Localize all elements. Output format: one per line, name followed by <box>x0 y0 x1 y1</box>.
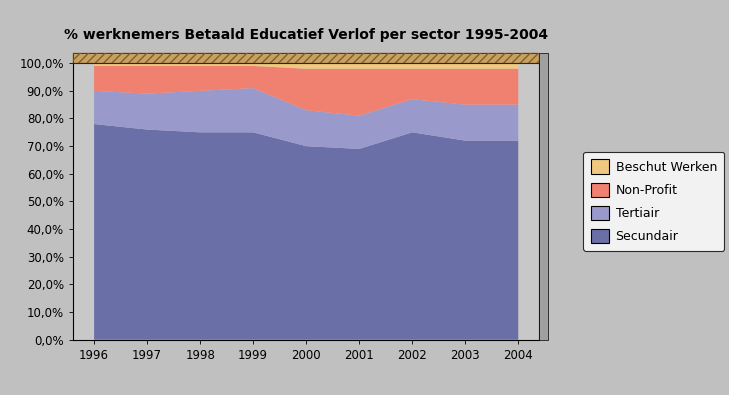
Text: % werknemers Betaald Educatief Verlof per sector 1995-2004: % werknemers Betaald Educatief Verlof pe… <box>64 28 548 41</box>
Legend: Beschut Werken, Non-Profit, Tertiair, Secundair: Beschut Werken, Non-Profit, Tertiair, Se… <box>583 152 725 251</box>
